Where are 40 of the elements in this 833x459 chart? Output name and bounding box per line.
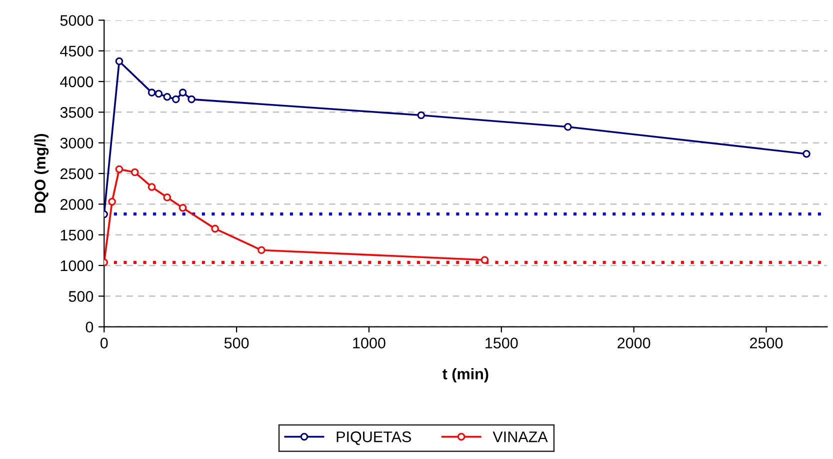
point bbox=[148, 88, 156, 96]
y-tick-label: 0 bbox=[86, 322, 94, 332]
point bbox=[480, 256, 489, 264]
y-tick-label: 500 bbox=[68, 291, 94, 302]
y-tick-label: 1000 bbox=[60, 260, 94, 272]
point bbox=[115, 165, 124, 174]
point bbox=[178, 204, 187, 212]
y-tick-label: 1500 bbox=[60, 230, 94, 241]
y-tick-label: 2000 bbox=[60, 199, 94, 210]
legend-label: PIQUETAS bbox=[336, 431, 411, 445]
y-axis-title: DQO (mg/l) bbox=[34, 134, 49, 213]
point bbox=[564, 123, 572, 131]
point bbox=[188, 95, 196, 104]
point bbox=[130, 168, 139, 176]
point bbox=[163, 92, 172, 101]
point bbox=[115, 57, 124, 66]
x-tick-label: 0 bbox=[100, 338, 108, 348]
point bbox=[211, 224, 219, 233]
x-tick-label: 2500 bbox=[750, 338, 783, 348]
point bbox=[163, 194, 172, 202]
point bbox=[108, 198, 116, 206]
y-tick-label: 3000 bbox=[60, 138, 94, 149]
point bbox=[258, 246, 266, 254]
point bbox=[802, 150, 810, 158]
y-tick-label: 5000 bbox=[60, 15, 94, 26]
y-tick-label: 2500 bbox=[60, 168, 94, 180]
y-tick-label: 4500 bbox=[60, 46, 94, 57]
x-tick-label: 500 bbox=[224, 338, 249, 348]
point bbox=[172, 95, 180, 104]
x-tick-label: 1500 bbox=[486, 338, 518, 348]
x-tick-label: 1000 bbox=[353, 338, 386, 348]
y-tick-label: 3500 bbox=[60, 107, 94, 118]
point bbox=[148, 183, 156, 191]
point bbox=[154, 90, 163, 98]
point bbox=[178, 88, 187, 96]
legend-label: VINAZA bbox=[492, 432, 548, 442]
x-tick-label: 2000 bbox=[618, 338, 650, 348]
point bbox=[417, 111, 426, 120]
y-tick-label: 4000 bbox=[60, 76, 94, 88]
x-axis-title: t (min) bbox=[442, 368, 488, 382]
